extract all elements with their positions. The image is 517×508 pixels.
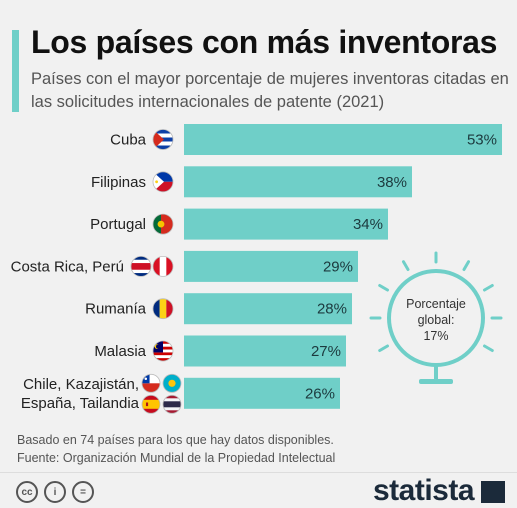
category-label: Portugal <box>90 216 146 233</box>
category-label: España, Tailandia <box>21 395 140 412</box>
chart-subtitle: Países con el mayor porcentaje de mujere… <box>31 70 509 111</box>
footnote: Basado en 74 países para los que hay dat… <box>17 431 335 467</box>
category-label: Costa Rica, Perú <box>11 258 124 275</box>
bar-value-label: 34% <box>353 216 383 233</box>
title-accent-bar <box>12 30 19 112</box>
flag-ro-icon <box>152 298 174 320</box>
category-label: Cuba <box>110 132 147 149</box>
bar <box>184 335 346 367</box>
flag-kz-icon <box>162 373 182 393</box>
data-note: Basado en 74 países para los que hay dat… <box>17 433 334 447</box>
global-percentage-callout: Porcentaje global: 17% <box>395 296 477 344</box>
global-percentage-value: 17% <box>423 329 449 343</box>
bar-row: 27% Malasia <box>94 335 346 367</box>
category-label: Rumanía <box>85 301 147 318</box>
bar-row: 38% Filipinas <box>91 166 412 198</box>
bar-row: 29% Costa Rica, Perú <box>11 250 358 282</box>
bar-value-label: 26% <box>305 385 335 402</box>
bar-row: 53% Cuba <box>110 124 502 155</box>
chart-title: Los países con más inventoras <box>31 24 498 60</box>
bar-value-label: 27% <box>311 343 341 360</box>
flag-th-icon <box>162 394 182 414</box>
source-note: Fuente: Organización Mundial de la Propi… <box>17 451 336 465</box>
bulb-icon <box>369 251 503 384</box>
bar-value-label: 53% <box>467 132 497 149</box>
flag-pe-icon <box>152 255 174 277</box>
flag-pt-icon <box>152 213 174 235</box>
flag-es-icon <box>141 394 161 414</box>
category-label: Malasia <box>94 343 146 360</box>
footer-divider <box>0 472 517 473</box>
bar-value-label: 29% <box>323 258 353 275</box>
statista-logo[interactable]: statista <box>373 474 475 507</box>
bar <box>184 250 358 282</box>
bar-row: 26% Chile, Kazajistán, España, Tailandia <box>21 373 340 414</box>
flag-cl-icon <box>141 373 161 393</box>
bar-value-label: 38% <box>377 174 407 191</box>
flag-cu-icon <box>152 129 174 150</box>
flag-ph-icon <box>152 171 174 193</box>
bar-row: 28% Rumanía <box>85 293 352 325</box>
statista-logo-mark <box>481 481 505 503</box>
category-label: Filipinas <box>91 174 146 191</box>
flag-my-icon <box>152 340 174 362</box>
bar <box>184 293 352 325</box>
bar <box>184 166 412 198</box>
category-label: Chile, Kazajistán, <box>23 376 139 393</box>
bar-row: 34% Portugal <box>90 208 388 240</box>
flag-cr-icon <box>130 255 152 277</box>
bar-value-label: 28% <box>317 301 347 318</box>
bar <box>184 377 340 409</box>
global-percentage-label: Porcentaje global: <box>406 297 466 327</box>
bar <box>184 124 502 155</box>
bar <box>184 208 388 240</box>
